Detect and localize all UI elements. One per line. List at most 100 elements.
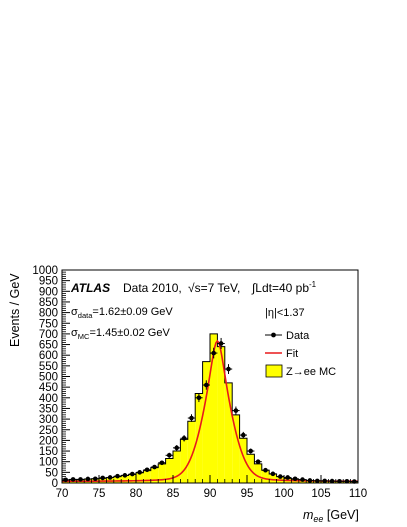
data-point: [107, 475, 113, 480]
mc-bin: [261, 470, 270, 483]
atlas-label: ATLAS: [70, 281, 110, 295]
y-tick-label: 250: [39, 425, 58, 437]
mc-bin: [269, 474, 277, 483]
data-point: [233, 408, 239, 413]
data-point: [189, 415, 194, 421]
x-tick-label: 75: [93, 488, 106, 500]
mc-bin: [232, 414, 240, 483]
y-tick-label: 450: [39, 382, 58, 394]
data-point: [218, 341, 224, 346]
legend: Data Fit Z→ee MC: [265, 330, 336, 378]
y-tick-label: 900: [39, 286, 58, 298]
y-tick-label: 400: [39, 393, 58, 405]
data-point: [137, 470, 142, 475]
data-point: [263, 467, 268, 473]
y-tick-label: 550: [39, 361, 58, 373]
data-point: [211, 350, 216, 356]
data-point: [152, 464, 157, 470]
mc-bin: [143, 470, 151, 483]
eta-cut-label: |η|<1.37: [265, 307, 305, 319]
data-point: [159, 460, 165, 466]
y-tick-label: 600: [39, 350, 58, 362]
y-tick-label: 200: [39, 435, 58, 447]
data-point: [144, 467, 150, 473]
energy-label: √s=7 TeV,: [188, 281, 240, 295]
y-tick-label: 950: [39, 276, 58, 288]
data-point: [344, 478, 350, 484]
x-tick-label: 110: [349, 488, 367, 500]
sigma-data-label: σdata=1.62±0.09 GeV: [71, 306, 173, 320]
mc-bin: [202, 361, 210, 483]
data-point: [337, 478, 342, 484]
mc-bin: [247, 454, 255, 483]
data-point: [78, 477, 83, 482]
data-point: [329, 478, 335, 484]
y-tick-label: 850: [39, 297, 58, 309]
x-tick-label: 70: [56, 488, 69, 500]
y-tick-label: 500: [39, 372, 58, 384]
data-point: [300, 477, 305, 482]
lumi-label: ∫Ldt=40 pb-1: [251, 280, 317, 295]
x-tick-label: 85: [167, 488, 180, 500]
sigma-mc-label: σMC=1.45±0.02 GeV: [71, 327, 170, 341]
dataset-label: Data 2010,: [123, 281, 182, 295]
data-point: [248, 448, 253, 454]
y-tick-label: 300: [39, 414, 58, 426]
y-tick-label: 0: [52, 478, 58, 490]
data-point: [315, 478, 320, 484]
data-point: [115, 473, 120, 479]
data-point: [322, 478, 328, 484]
x-tick-label: 95: [241, 488, 254, 500]
legend-data-label: Data: [286, 330, 310, 342]
y-tick-label: 150: [39, 446, 58, 458]
axes: 0501001502002503003504004505005506006507…: [32, 265, 367, 500]
x-tick-label: 80: [130, 488, 143, 500]
x-tick-label: 90: [204, 488, 217, 500]
y-tick-label: 350: [39, 403, 58, 415]
mc-bin: [136, 472, 144, 483]
y-tick-label: 100: [39, 457, 58, 469]
mc-bin: [150, 467, 159, 483]
x-tick-label: 100: [274, 488, 293, 500]
data-point: [174, 445, 179, 451]
data-point: [130, 471, 135, 477]
y-tick-label: 800: [39, 308, 58, 320]
x-axis-label: mee [GeV]: [303, 508, 359, 524]
data-point: [63, 477, 68, 483]
data-point: [196, 395, 202, 401]
data-point: [93, 476, 98, 482]
mc-bin: [158, 463, 166, 483]
mc-bin: [187, 421, 196, 483]
mc-bin: [210, 333, 218, 483]
y-tick-label: 700: [39, 329, 58, 341]
data-point: [122, 473, 128, 478]
y-tick-label: 750: [39, 318, 58, 330]
data-point: [226, 366, 231, 372]
data-point: [241, 432, 246, 438]
y-axis-label: Events / GeV: [8, 273, 22, 347]
data-point: [278, 474, 283, 479]
legend-data-marker: [265, 332, 282, 338]
data-point: [285, 475, 291, 480]
data-point: [204, 382, 209, 388]
data-points: [62, 337, 358, 484]
mc-bin: [128, 474, 136, 483]
x-tick-label: 105: [311, 488, 330, 500]
data-point: [255, 459, 261, 465]
mc-bin: [224, 382, 233, 483]
data-point: [100, 475, 105, 481]
legend-mc-swatch: [265, 364, 283, 378]
data-point: [307, 478, 313, 483]
mc-bin: [173, 451, 181, 483]
y-tick-label: 50: [45, 467, 58, 479]
data-point: [181, 435, 187, 441]
mc-bin: [113, 476, 122, 483]
mc-bin: [239, 438, 247, 483]
mc-bin: [121, 475, 129, 483]
y-tick-label: 1000: [32, 265, 58, 277]
data-point: [292, 476, 298, 482]
mc-bin: [180, 439, 188, 483]
mc-bin: [217, 346, 225, 483]
data-point: [70, 477, 76, 482]
